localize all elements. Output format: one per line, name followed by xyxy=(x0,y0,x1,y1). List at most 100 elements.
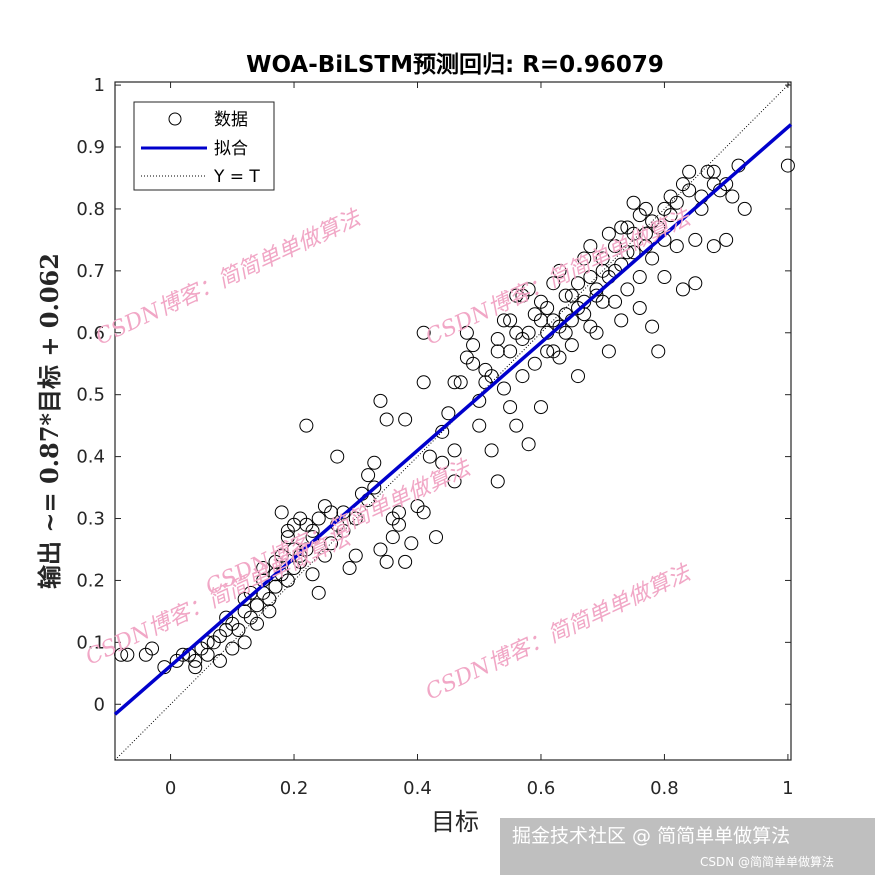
legend-marker-circle xyxy=(168,112,182,126)
data-point xyxy=(379,412,394,427)
legend-entry-data: 数据 xyxy=(214,110,248,130)
data-point xyxy=(503,344,518,359)
axis-ticks: 0 0.2 0.4 0.6 0.8 1 0 0.1 0.2 0.3 0.4 0.5 0.6 0.7 0.8 0… xyxy=(76,75,793,799)
data-point xyxy=(657,270,672,285)
data-point xyxy=(145,641,160,656)
data-point xyxy=(188,660,203,675)
data-point xyxy=(188,653,203,668)
data-point xyxy=(546,344,561,359)
footer-band xyxy=(500,818,875,875)
data-point xyxy=(330,449,345,464)
data-point xyxy=(490,474,505,489)
identity-line xyxy=(114,81,792,761)
data-point xyxy=(237,635,252,650)
data-point xyxy=(379,554,394,569)
data-point xyxy=(626,195,641,210)
identity-line-path xyxy=(114,81,792,761)
y-tick-label: 0 xyxy=(94,694,105,715)
data-point xyxy=(737,201,752,216)
data-point xyxy=(509,418,524,433)
data-point xyxy=(645,251,660,266)
data-point xyxy=(638,226,653,241)
data-point xyxy=(212,653,227,668)
data-point xyxy=(601,226,616,241)
data-point xyxy=(521,437,536,452)
data-point xyxy=(651,220,666,235)
data-point xyxy=(645,319,660,334)
legend-entry-identity: Y = T xyxy=(213,167,260,187)
data-point xyxy=(509,288,524,303)
data-point xyxy=(398,412,413,427)
data-point xyxy=(490,331,505,346)
data-point xyxy=(620,282,635,297)
data-point xyxy=(256,561,271,576)
data-point xyxy=(274,505,289,520)
x-tick-label: 0.8 xyxy=(650,778,679,799)
x-tick-label: 1 xyxy=(782,778,793,799)
data-point xyxy=(416,375,431,390)
data-point xyxy=(416,325,431,340)
data-point xyxy=(651,344,666,359)
data-point xyxy=(453,375,468,390)
data-point xyxy=(441,406,456,421)
data-point xyxy=(280,573,295,588)
data-point xyxy=(583,239,598,254)
data-point xyxy=(317,548,332,563)
data-point xyxy=(675,282,690,297)
data-point xyxy=(200,647,215,662)
data-point xyxy=(478,362,493,377)
data-point xyxy=(459,325,474,340)
data-point xyxy=(293,554,308,569)
data-point xyxy=(632,270,647,285)
data-point xyxy=(311,585,326,600)
y-tick-label: 0.8 xyxy=(76,199,105,220)
data-point xyxy=(447,474,462,489)
y-axis-label: 输出 ~= 0.87*目标 + 0.062 xyxy=(35,253,64,589)
y-tick-label: 0.5 xyxy=(76,385,105,406)
data-point xyxy=(601,344,616,359)
data-point xyxy=(700,164,715,179)
data-point xyxy=(249,616,264,631)
data-point xyxy=(719,232,734,247)
data-point xyxy=(429,530,444,545)
data-point xyxy=(632,208,647,223)
data-point xyxy=(577,294,592,309)
data-point xyxy=(595,294,610,309)
data-point xyxy=(398,554,413,569)
data-point xyxy=(540,301,555,315)
data-point xyxy=(503,313,518,328)
fit-line xyxy=(113,123,793,716)
data-point xyxy=(416,505,431,520)
data-point xyxy=(385,511,400,526)
data-point xyxy=(496,381,511,396)
data-point xyxy=(589,325,604,340)
legend-entry-fit: 拟合 xyxy=(214,139,248,159)
y-tick-label: 0.6 xyxy=(76,323,105,344)
data-point xyxy=(546,276,561,291)
footer-source: CSDN @简简单单做算法 xyxy=(700,854,834,869)
data-point xyxy=(225,641,240,656)
data-point xyxy=(268,567,283,582)
data-point xyxy=(262,592,277,607)
data-point xyxy=(503,400,518,415)
data-point xyxy=(336,505,351,520)
data-point xyxy=(632,301,647,315)
data-point xyxy=(280,530,295,545)
data-point xyxy=(533,400,548,415)
footer-platform: 掘金技术社区 @ 简简单单做算法 xyxy=(512,825,790,847)
data-point xyxy=(620,245,635,260)
data-point xyxy=(583,270,598,285)
data-point xyxy=(688,276,703,291)
data-point xyxy=(682,164,697,179)
data-point xyxy=(620,220,635,235)
y-tick-label: 0.9 xyxy=(76,137,105,158)
data-point xyxy=(540,344,555,359)
data-point xyxy=(219,610,234,625)
data-point xyxy=(114,647,129,662)
data-point xyxy=(688,232,703,247)
data-point xyxy=(706,164,721,179)
data-point xyxy=(558,288,573,303)
data-point xyxy=(552,319,567,334)
data-point xyxy=(608,239,623,254)
data-point xyxy=(472,418,487,433)
